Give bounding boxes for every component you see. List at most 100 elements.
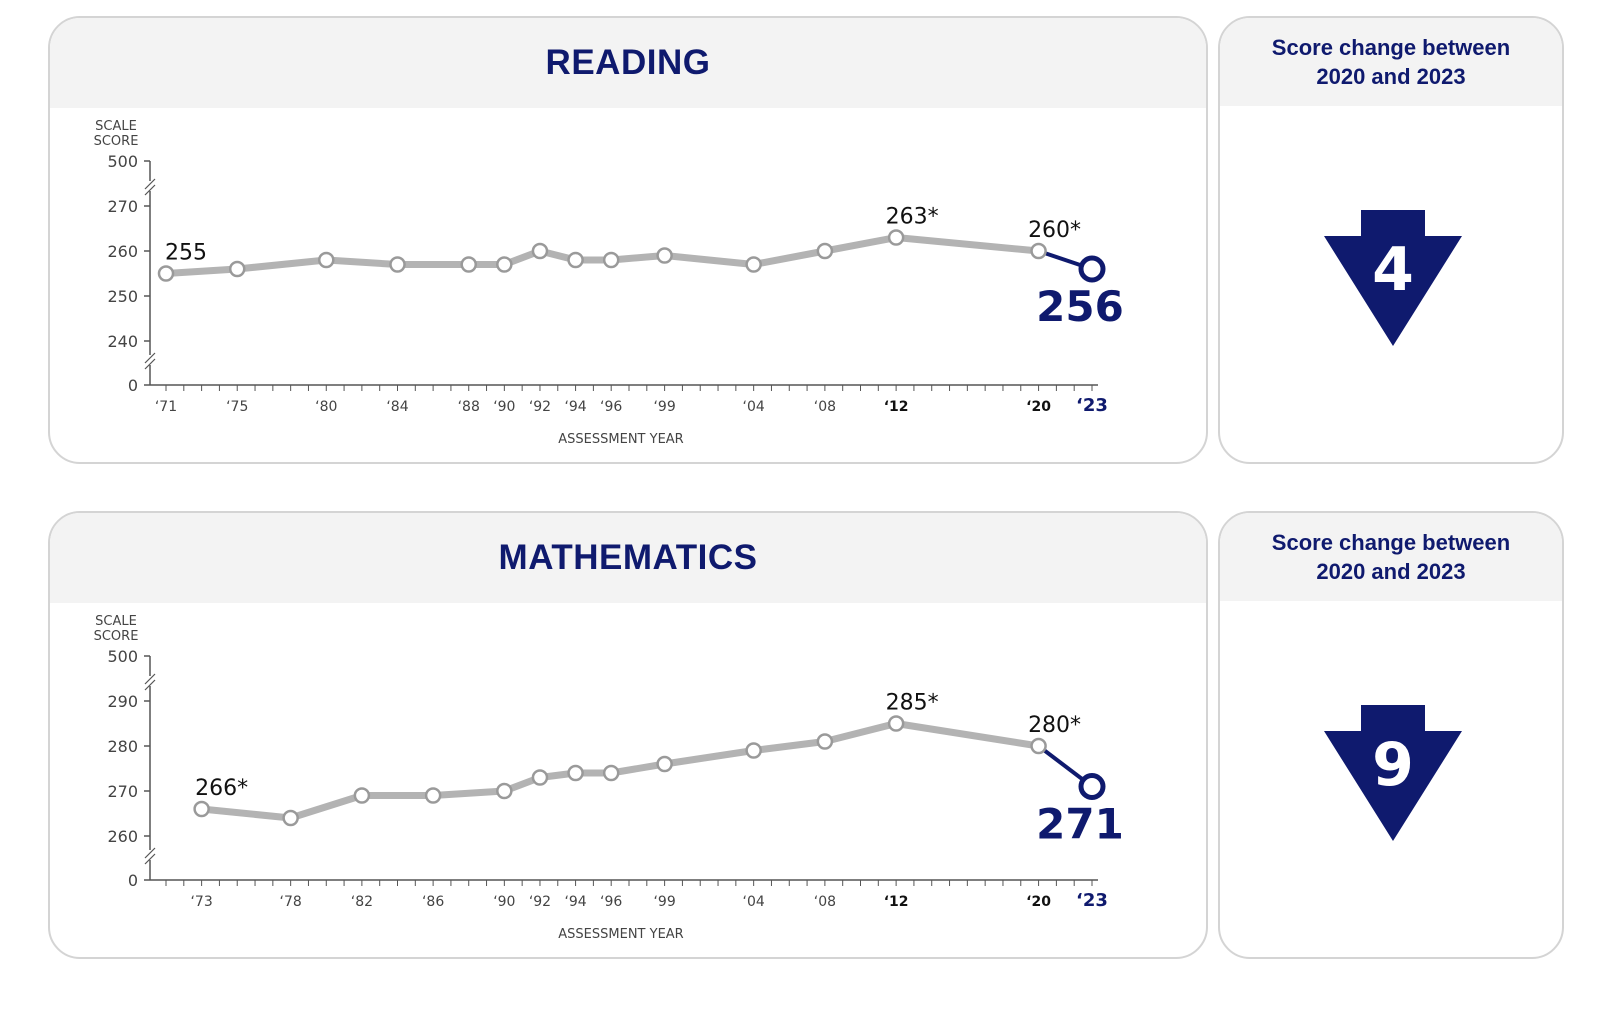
mathematics-y-tick-label: 0 bbox=[128, 871, 138, 890]
reading-chart-title: READING bbox=[545, 43, 711, 82]
reading-data-point bbox=[1030, 242, 1047, 260]
reading-x-axis-title: ASSESSMENT YEAR bbox=[558, 432, 683, 447]
reading-x-tick-label: ‘96 bbox=[600, 399, 622, 415]
mathematics-axis-break-mark bbox=[144, 673, 156, 685]
mathematics-axis-break-mark bbox=[144, 847, 156, 859]
mathematics-data-point bbox=[1030, 737, 1047, 755]
reading-x-tick-label: ‘75 bbox=[226, 399, 248, 415]
mathematics-score-change-title: Score change between 2020 and 2023 bbox=[1271, 530, 1511, 584]
reading-data-point bbox=[460, 256, 477, 273]
reading-data-point bbox=[602, 251, 620, 269]
reading-x-tick-label: ‘99 bbox=[653, 399, 675, 415]
mathematics-data-point bbox=[1078, 773, 1106, 800]
mathematics-y-tick-label: 270 bbox=[107, 782, 138, 801]
mathematics-score-change-panel: Score change between 2020 and 2023 9 bbox=[1218, 511, 1564, 959]
mathematics-x-tick-label: ‘86 bbox=[422, 894, 444, 910]
reading-x-tick-label: ‘94 bbox=[564, 399, 586, 415]
mathematics-data-point bbox=[816, 733, 834, 750]
reading-y-axis-label-line2: SCORE bbox=[94, 134, 139, 149]
reading-data-point bbox=[745, 256, 762, 273]
reading-x-tick-label: ‘71 bbox=[155, 399, 177, 415]
mathematics-score-change-header: Score change between 2020 and 2023 bbox=[1220, 513, 1562, 601]
mathematics-data-point bbox=[424, 787, 442, 804]
reading-data-point bbox=[656, 247, 673, 264]
reading-data-point bbox=[816, 242, 834, 260]
reading-data-label-latest: 256 bbox=[1036, 282, 1124, 331]
reading-score-change-panel: Score change between 2020 and 2023 4 bbox=[1218, 16, 1564, 464]
mathematics-x-axis-title: ASSESSMENT YEAR bbox=[558, 927, 683, 942]
reading-axis-break-mark bbox=[144, 178, 156, 190]
reading-data-label: 260* bbox=[1028, 218, 1081, 243]
mathematics-x-tick-label: ‘78 bbox=[280, 894, 302, 910]
mathematics-y-tick-label: 290 bbox=[107, 692, 138, 711]
mathematics-data-point bbox=[567, 764, 584, 782]
reading-x-tick-label: ‘88 bbox=[458, 399, 480, 415]
mathematics-data-point bbox=[496, 782, 513, 800]
reading-data-point bbox=[496, 256, 513, 273]
mathematics-data-point bbox=[887, 715, 905, 732]
reading-data-point bbox=[157, 265, 175, 282]
reading-data-label: 255 bbox=[165, 241, 207, 266]
reading-data-label: 263* bbox=[886, 205, 939, 230]
mathematics-x-tick-label: ‘08 bbox=[814, 894, 836, 910]
mathematics-data-point bbox=[531, 769, 549, 786]
reading-score-change-value: 4 bbox=[1372, 235, 1414, 305]
reading-x-tick-label: ‘84 bbox=[386, 399, 408, 415]
mathematics-x-tick-label: ‘90 bbox=[493, 894, 515, 910]
mathematics-chart-title: MATHEMATICS bbox=[498, 538, 758, 577]
reading-data-point bbox=[228, 260, 246, 278]
mathematics-y-tick-label: 280 bbox=[107, 737, 138, 756]
reading-x-tick-label: ‘04 bbox=[743, 399, 765, 415]
down-arrow-icon: 4 bbox=[1324, 210, 1462, 346]
mathematics-data-label: 285* bbox=[886, 691, 939, 716]
reading-data-point bbox=[1078, 255, 1106, 283]
reading-data-point bbox=[318, 251, 335, 269]
mathematics-data-label: 266* bbox=[195, 776, 248, 801]
mathematics-x-tick-label: ‘04 bbox=[743, 894, 765, 910]
reading-data-point bbox=[389, 256, 406, 273]
mathematics-score-change-value: 9 bbox=[1372, 730, 1414, 800]
reading-x-tick-label: ‘92 bbox=[529, 399, 551, 415]
reading-axis-break-mark bbox=[144, 358, 156, 370]
mathematics-x-tick-label: ‘73 bbox=[190, 894, 212, 910]
mathematics-y-axis-label-line2: SCORE bbox=[94, 629, 139, 644]
reading-chart-panel: READING SCALE SCORE 500 270 260 250 240 0 ‘71 ‘75… bbox=[48, 16, 1208, 464]
reading-score-change-header: Score change between 2020 and 2023 bbox=[1220, 18, 1562, 106]
reading-x-tick-label: ‘90 bbox=[493, 399, 515, 415]
reading-axis-break-mark bbox=[144, 184, 156, 196]
mathematics-y-tick-label: 260 bbox=[107, 827, 138, 846]
reading-x-tick-label: ‘12 bbox=[884, 399, 909, 415]
reading-y-tick-label: 0 bbox=[128, 376, 138, 395]
reading-x-tick-label: ‘23 bbox=[1076, 395, 1108, 416]
reading-y-tick-label: 270 bbox=[107, 197, 138, 216]
reading-axis-break-mark bbox=[144, 352, 156, 364]
reading-series-line bbox=[162, 234, 1043, 277]
mathematics-data-point bbox=[745, 742, 762, 759]
mathematics-data-point bbox=[282, 809, 299, 827]
down-arrow-icon: 9 bbox=[1324, 705, 1462, 841]
reading-x-tick-label: ‘80 bbox=[315, 399, 337, 415]
mathematics-data-label: 280* bbox=[1028, 713, 1081, 738]
mathematics-data-point bbox=[656, 755, 673, 773]
reading-y-tick-label: 500 bbox=[107, 152, 138, 171]
mathematics-chart-header: MATHEMATICS bbox=[50, 513, 1206, 603]
mathematics-x-tick-label: ‘20 bbox=[1026, 894, 1051, 910]
mathematics-x-tick-label: ‘99 bbox=[653, 894, 675, 910]
reading-score-change-title: Score change between 2020 and 2023 bbox=[1271, 35, 1511, 89]
mathematics-x-tick-label: ‘23 bbox=[1076, 890, 1108, 911]
reading-x-tick-label: ‘08 bbox=[814, 399, 836, 415]
reading-y-tick-label: 260 bbox=[107, 242, 138, 261]
mathematics-x-tick-label: ‘12 bbox=[884, 894, 909, 910]
reading-data-point bbox=[887, 229, 905, 246]
mathematics-data-point bbox=[353, 787, 371, 804]
reading-y-tick-label: 250 bbox=[107, 287, 138, 306]
mathematics-x-tick-label: ‘92 bbox=[529, 894, 551, 910]
reading-chart-header: READING bbox=[50, 18, 1206, 108]
mathematics-x-tick-label: ‘94 bbox=[564, 894, 586, 910]
mathematics-x-tick-label: ‘82 bbox=[351, 894, 373, 910]
mathematics-axis-break-mark bbox=[144, 679, 156, 691]
mathematics-chart-panel: MATHEMATICS SCALE SCORE 500 290 280 270 260 0 ‘7… bbox=[48, 511, 1208, 959]
reading-y-tick-label: 240 bbox=[107, 332, 138, 351]
